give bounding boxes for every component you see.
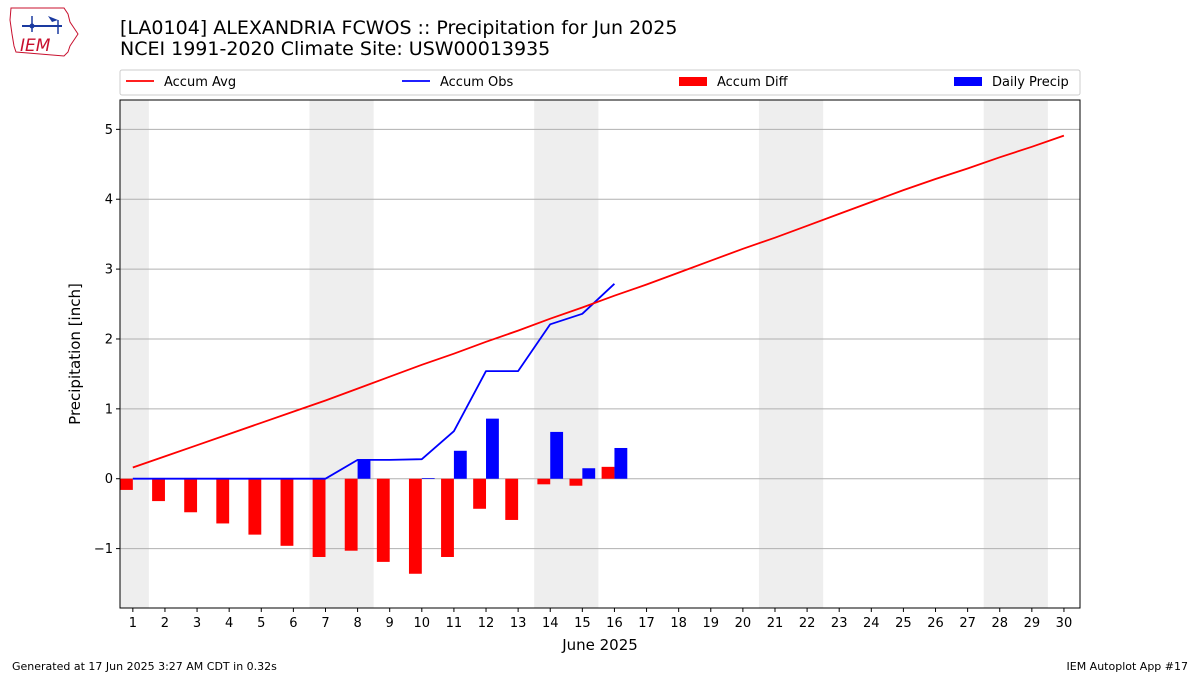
x-tick-label: 24: [863, 616, 880, 631]
y-tick-label: 4: [105, 193, 113, 208]
legend-label-accum-obs: Accum Obs: [440, 75, 513, 90]
y-tick-label: 2: [105, 332, 113, 347]
x-tick-label: 21: [767, 616, 784, 631]
x-tick-label: 9: [386, 616, 394, 631]
x-tick-label: 5: [257, 616, 265, 631]
accum-diff-bar: [376, 478, 390, 562]
x-tick-label: 19: [702, 616, 719, 631]
x-tick-label: 11: [446, 616, 463, 631]
generated-timestamp: Generated at 17 Jun 2025 3:27 AM CDT in …: [12, 660, 277, 673]
x-tick-label: 8: [353, 616, 361, 631]
accum-diff-bar: [569, 478, 583, 486]
x-tick-label: 15: [574, 616, 591, 631]
logo-text: IEM: [20, 36, 51, 56]
accum-diff-bar: [408, 478, 422, 574]
daily-precip-bar: [421, 478, 435, 479]
y-tick-label: 3: [105, 263, 113, 278]
legend-label-accum-avg: Accum Avg: [164, 75, 236, 90]
x-tick-label: 23: [831, 616, 848, 631]
x-tick-label: 29: [1024, 616, 1041, 631]
accum-avg-line: [132, 134, 1065, 469]
accum-diff-bar: [441, 478, 454, 557]
x-tick-label: 26: [927, 616, 944, 631]
x-tick-label: 30: [1056, 616, 1073, 631]
app-credit: IEM Autoplot App #17: [1066, 660, 1189, 673]
accum-diff-bar: [537, 478, 551, 485]
x-tick-label: 12: [478, 616, 495, 631]
weekend-shade-band: [758, 100, 824, 608]
accum-diff-bar: [473, 478, 487, 509]
x-tick-label: 17: [638, 616, 655, 631]
weekend-shade-band: [120, 100, 149, 608]
legend-label-daily-precip: Daily Precip: [992, 75, 1069, 90]
x-tick-label: 20: [735, 616, 752, 631]
y-tick-label: −1: [94, 542, 113, 557]
x-tick-label: 25: [895, 616, 912, 631]
accum-diff-bar: [216, 478, 230, 524]
daily-precip-bar: [486, 418, 499, 479]
y-tick-label: 1: [105, 402, 113, 417]
iem-logo-icon: IEM: [9, 7, 79, 57]
accum-diff-bar: [312, 478, 326, 557]
accum-diff-bar: [184, 478, 198, 513]
accum-diff-bar: [344, 478, 358, 551]
x-tick-label: 7: [321, 616, 329, 631]
accum-diff-bar: [120, 478, 133, 490]
x-tick-label: 2: [161, 616, 169, 631]
accum-diff-bar: [248, 478, 262, 535]
x-tick-label: 16: [606, 616, 623, 631]
lines: [132, 134, 1065, 480]
daily-precip-bar: [582, 468, 596, 479]
x-tick-label: 1: [129, 616, 137, 631]
accum-diff-bar: [280, 478, 294, 546]
x-tick-label: 28: [991, 616, 1008, 631]
chart-title: [LA0104] ALEXANDRIA FCWOS :: Precipitati…: [120, 18, 677, 60]
weekend-shading: [120, 100, 1048, 608]
accum-obs-line: [132, 283, 616, 480]
daily-precip-bar: [614, 447, 628, 479]
x-tick-label: 27: [959, 616, 976, 631]
x-tick-label: 3: [193, 616, 201, 631]
y-tick-label: 5: [105, 123, 113, 138]
x-tick-label: 6: [289, 616, 297, 631]
title-line-2: NCEI 1991-2020 Climate Site: USW00013935: [120, 38, 551, 60]
legend-swatch-accum-diff: [679, 77, 707, 86]
x-tick-label: 10: [414, 616, 431, 631]
plot-frame: [119, 99, 1081, 609]
legend-label-accum-diff: Accum Diff: [717, 75, 789, 90]
x-tick-label: 22: [799, 616, 816, 631]
legend-swatch-daily-precip: [954, 77, 982, 86]
bars: [120, 418, 628, 574]
x-tick-label: 18: [670, 616, 687, 631]
accum-diff-bar: [152, 478, 165, 502]
weekend-shade-band: [983, 100, 1048, 608]
accum-diff-bar: [505, 478, 519, 520]
daily-precip-bar: [453, 450, 467, 479]
title-line-1: [LA0104] ALEXANDRIA FCWOS :: Precipitati…: [120, 17, 678, 39]
weekend-shade-band: [534, 100, 599, 608]
x-tick-label: 4: [225, 616, 233, 631]
y-tick-label: 0: [105, 472, 113, 487]
daily-precip-bar: [357, 459, 371, 479]
x-axis-label: June 2025: [561, 636, 638, 654]
x-tick-label: 14: [542, 616, 559, 631]
accum-diff-bar: [601, 466, 615, 479]
daily-precip-bar: [550, 431, 564, 479]
grid-lines: [120, 128, 1080, 550]
legend: Accum Avg Accum Obs Accum Diff Daily Pre…: [119, 69, 1081, 96]
y-axis-label: Precipitation [inch]: [66, 283, 84, 425]
x-tick-label: 13: [510, 616, 527, 631]
